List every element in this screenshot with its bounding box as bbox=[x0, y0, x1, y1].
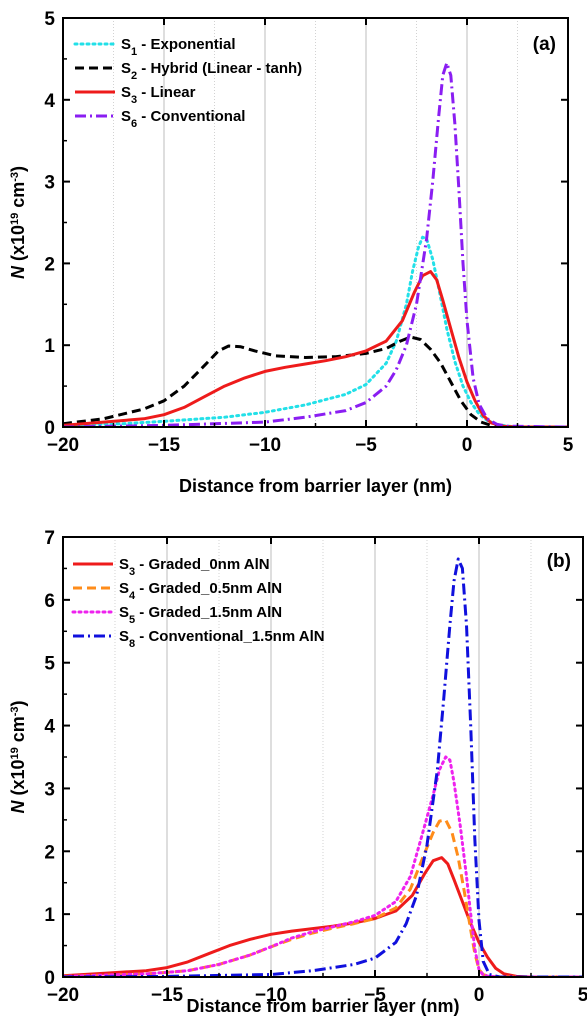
panel-b-legend-series-letter: S bbox=[119, 628, 129, 645]
panel-a-y-tick-label: 1 bbox=[44, 336, 55, 357]
panel-a-x-tick-label: −20 bbox=[47, 435, 79, 456]
panel-b-legend-series-letter: S bbox=[119, 604, 129, 621]
panel-a-panel-label: (a) bbox=[533, 34, 556, 55]
panel-b-legend-series-name: - Conventional_1.5nm AlN bbox=[135, 628, 324, 645]
panel-a-y-tick-label: 5 bbox=[44, 9, 55, 30]
panel-a-series-line-s2 bbox=[63, 335, 568, 427]
panel-b-y-tick-label: 2 bbox=[44, 842, 55, 863]
panel-b-legend-entry-s5: S5 - Graded_1.5nm AlN bbox=[119, 604, 282, 626]
panel-a-y-axis-title-exponent: 19 bbox=[9, 213, 21, 225]
panel-b-legend-series-name: - Graded_0.5nm AlN bbox=[135, 580, 282, 597]
panel-a-legend-series-subscript: 2 bbox=[131, 70, 137, 82]
panel-b-x-tick-label: 5 bbox=[578, 985, 587, 1006]
panel-b-y-tick-label: 4 bbox=[44, 717, 55, 738]
panel-a-y-tick-label: 0 bbox=[44, 418, 55, 439]
panel-a-y-axis-title-unit: (x10 bbox=[8, 225, 28, 266]
panel-b-legend-series-subscript: 4 bbox=[129, 590, 136, 602]
panel-b-legend-series-subscript: 5 bbox=[129, 614, 135, 626]
panel-a-legend-series-subscript: 1 bbox=[131, 46, 137, 58]
panel-b-legend-series-letter: S bbox=[119, 556, 129, 573]
panel-b-legend-entry-s8: S8 - Conventional_1.5nm AlN bbox=[119, 628, 325, 650]
panel-a-y-axis-title-close: ) bbox=[8, 166, 28, 172]
panel-b-x-tick-label: −15 bbox=[151, 985, 184, 1006]
panel-b-legend-series-subscript: 3 bbox=[129, 566, 135, 578]
panel-b-x-axis-title: Distance from barrier layer (nm) bbox=[186, 996, 459, 1016]
panel-a-legend-series-letter: S bbox=[121, 60, 131, 77]
panel-b-y-axis-title-unit: (x10 bbox=[8, 760, 28, 801]
panel-a: −20 −15 −10 −5 0 5 0 1 2 3 4 5 Distance from barrier… bbox=[8, 9, 574, 496]
panel-b-y-axis-title: N (x1019 cm-3) bbox=[8, 700, 28, 813]
panel-a-legend-series-subscript: 3 bbox=[131, 94, 137, 106]
panel-a-x-axis-title: Distance from barrier layer (nm) bbox=[179, 476, 452, 496]
panel-a-legend-series-letter: S bbox=[121, 108, 131, 125]
panel-b-series-line-s3 bbox=[63, 856, 583, 977]
panel-b-y-axis-title-close: ) bbox=[8, 700, 28, 706]
panel-a-x-tick-label: −5 bbox=[355, 435, 377, 456]
panel-b-series-line-s8 bbox=[63, 557, 583, 977]
panel-a-legend-entry-s3: S3 - Linear bbox=[121, 84, 196, 106]
panel-a-x-tick-label: −15 bbox=[148, 435, 181, 456]
panel-b-y-tick-label: 0 bbox=[44, 968, 55, 989]
panel-a-y-tick-label: 2 bbox=[44, 254, 55, 275]
panel-b-y-axis-title-exponent: 19 bbox=[9, 747, 21, 759]
panel-a-legend-entry-s2: S2 - Hybrid (Linear - tanh) bbox=[121, 60, 302, 82]
panel-b-y-axis-title-symbol: N bbox=[8, 800, 28, 814]
panel-b-x-tick-label: −20 bbox=[47, 985, 79, 1006]
panel-a-series-line-s3 bbox=[63, 270, 568, 427]
panel-b-y-tick-label: 1 bbox=[44, 905, 55, 926]
panel-a-y-axis-title-unit-exponent: -3 bbox=[9, 172, 21, 182]
panel-a-series-line-s1 bbox=[63, 235, 568, 427]
panel-a-x-tick-label: −10 bbox=[249, 435, 281, 456]
panel-a-y-axis-title-unit-cm: cm bbox=[8, 182, 28, 213]
panel-a-legend-series-name: - Exponential bbox=[137, 36, 235, 53]
panel-b-panel-label: (b) bbox=[547, 551, 571, 572]
panel-a-legend-entry-s1: S1 - Exponential bbox=[121, 36, 235, 58]
panel-b-legend-entry-s4: S4 - Graded_0.5nm AlN bbox=[119, 580, 282, 602]
panel-a-legend-series-letter: S bbox=[121, 36, 131, 53]
panel-a-legend-series-name: - Conventional bbox=[137, 108, 245, 125]
panel-b-legend-series-subscript: 8 bbox=[129, 638, 135, 650]
panel-b-x-tick-label: −10 bbox=[255, 985, 287, 1006]
panel-a-x-tick-label: 5 bbox=[563, 435, 574, 456]
panel-a-x-tick-label: 0 bbox=[462, 435, 473, 456]
panel-b-y-axis-title-unit-cm: cm bbox=[8, 716, 28, 747]
panel-a-y-axis-title: N (x1019 cm-3) bbox=[8, 166, 28, 279]
panel-a-y-axis-title-symbol: N bbox=[8, 265, 28, 279]
panel-b-x-tick-label: −5 bbox=[364, 985, 386, 1006]
panel-a-y-tick-label: 4 bbox=[44, 91, 55, 112]
panel-b-y-tick-label: 3 bbox=[44, 779, 55, 800]
panel-b-legend-series-name: - Graded_0nm AlN bbox=[135, 556, 269, 573]
panel-b-legend-series-letter: S bbox=[119, 580, 129, 597]
panel-b-legend-series-name: - Graded_1.5nm AlN bbox=[135, 604, 282, 621]
panel-a-legend-entry-s6: S6 - Conventional bbox=[121, 108, 245, 130]
panel-b-series-line-s5 bbox=[63, 755, 583, 977]
panel-a-y-tick-label: 3 bbox=[44, 173, 55, 194]
panel-a-legend-series-name: - Hybrid (Linear - tanh) bbox=[137, 60, 302, 77]
panel-b-y-tick-label: 5 bbox=[44, 654, 55, 675]
panel-b: −20 −15 −10 −5 0 5 0 1 2 3 4 5 6 7 Distance from barri… bbox=[8, 528, 587, 1016]
panel-a-legend-series-name: - Linear bbox=[137, 84, 196, 101]
panel-b-y-axis-title-unit-exponent: -3 bbox=[9, 706, 21, 716]
panel-a-legend-series-letter: S bbox=[121, 84, 131, 101]
panel-b-legend-entry-s3: S3 - Graded_0nm AlN bbox=[119, 556, 270, 578]
panel-b-y-tick-label: 6 bbox=[44, 591, 55, 612]
panel-b-y-tick-label: 7 bbox=[44, 528, 55, 549]
panel-b-x-tick-label: 0 bbox=[474, 985, 485, 1006]
panel-a-legend-series-subscript: 6 bbox=[131, 118, 137, 130]
